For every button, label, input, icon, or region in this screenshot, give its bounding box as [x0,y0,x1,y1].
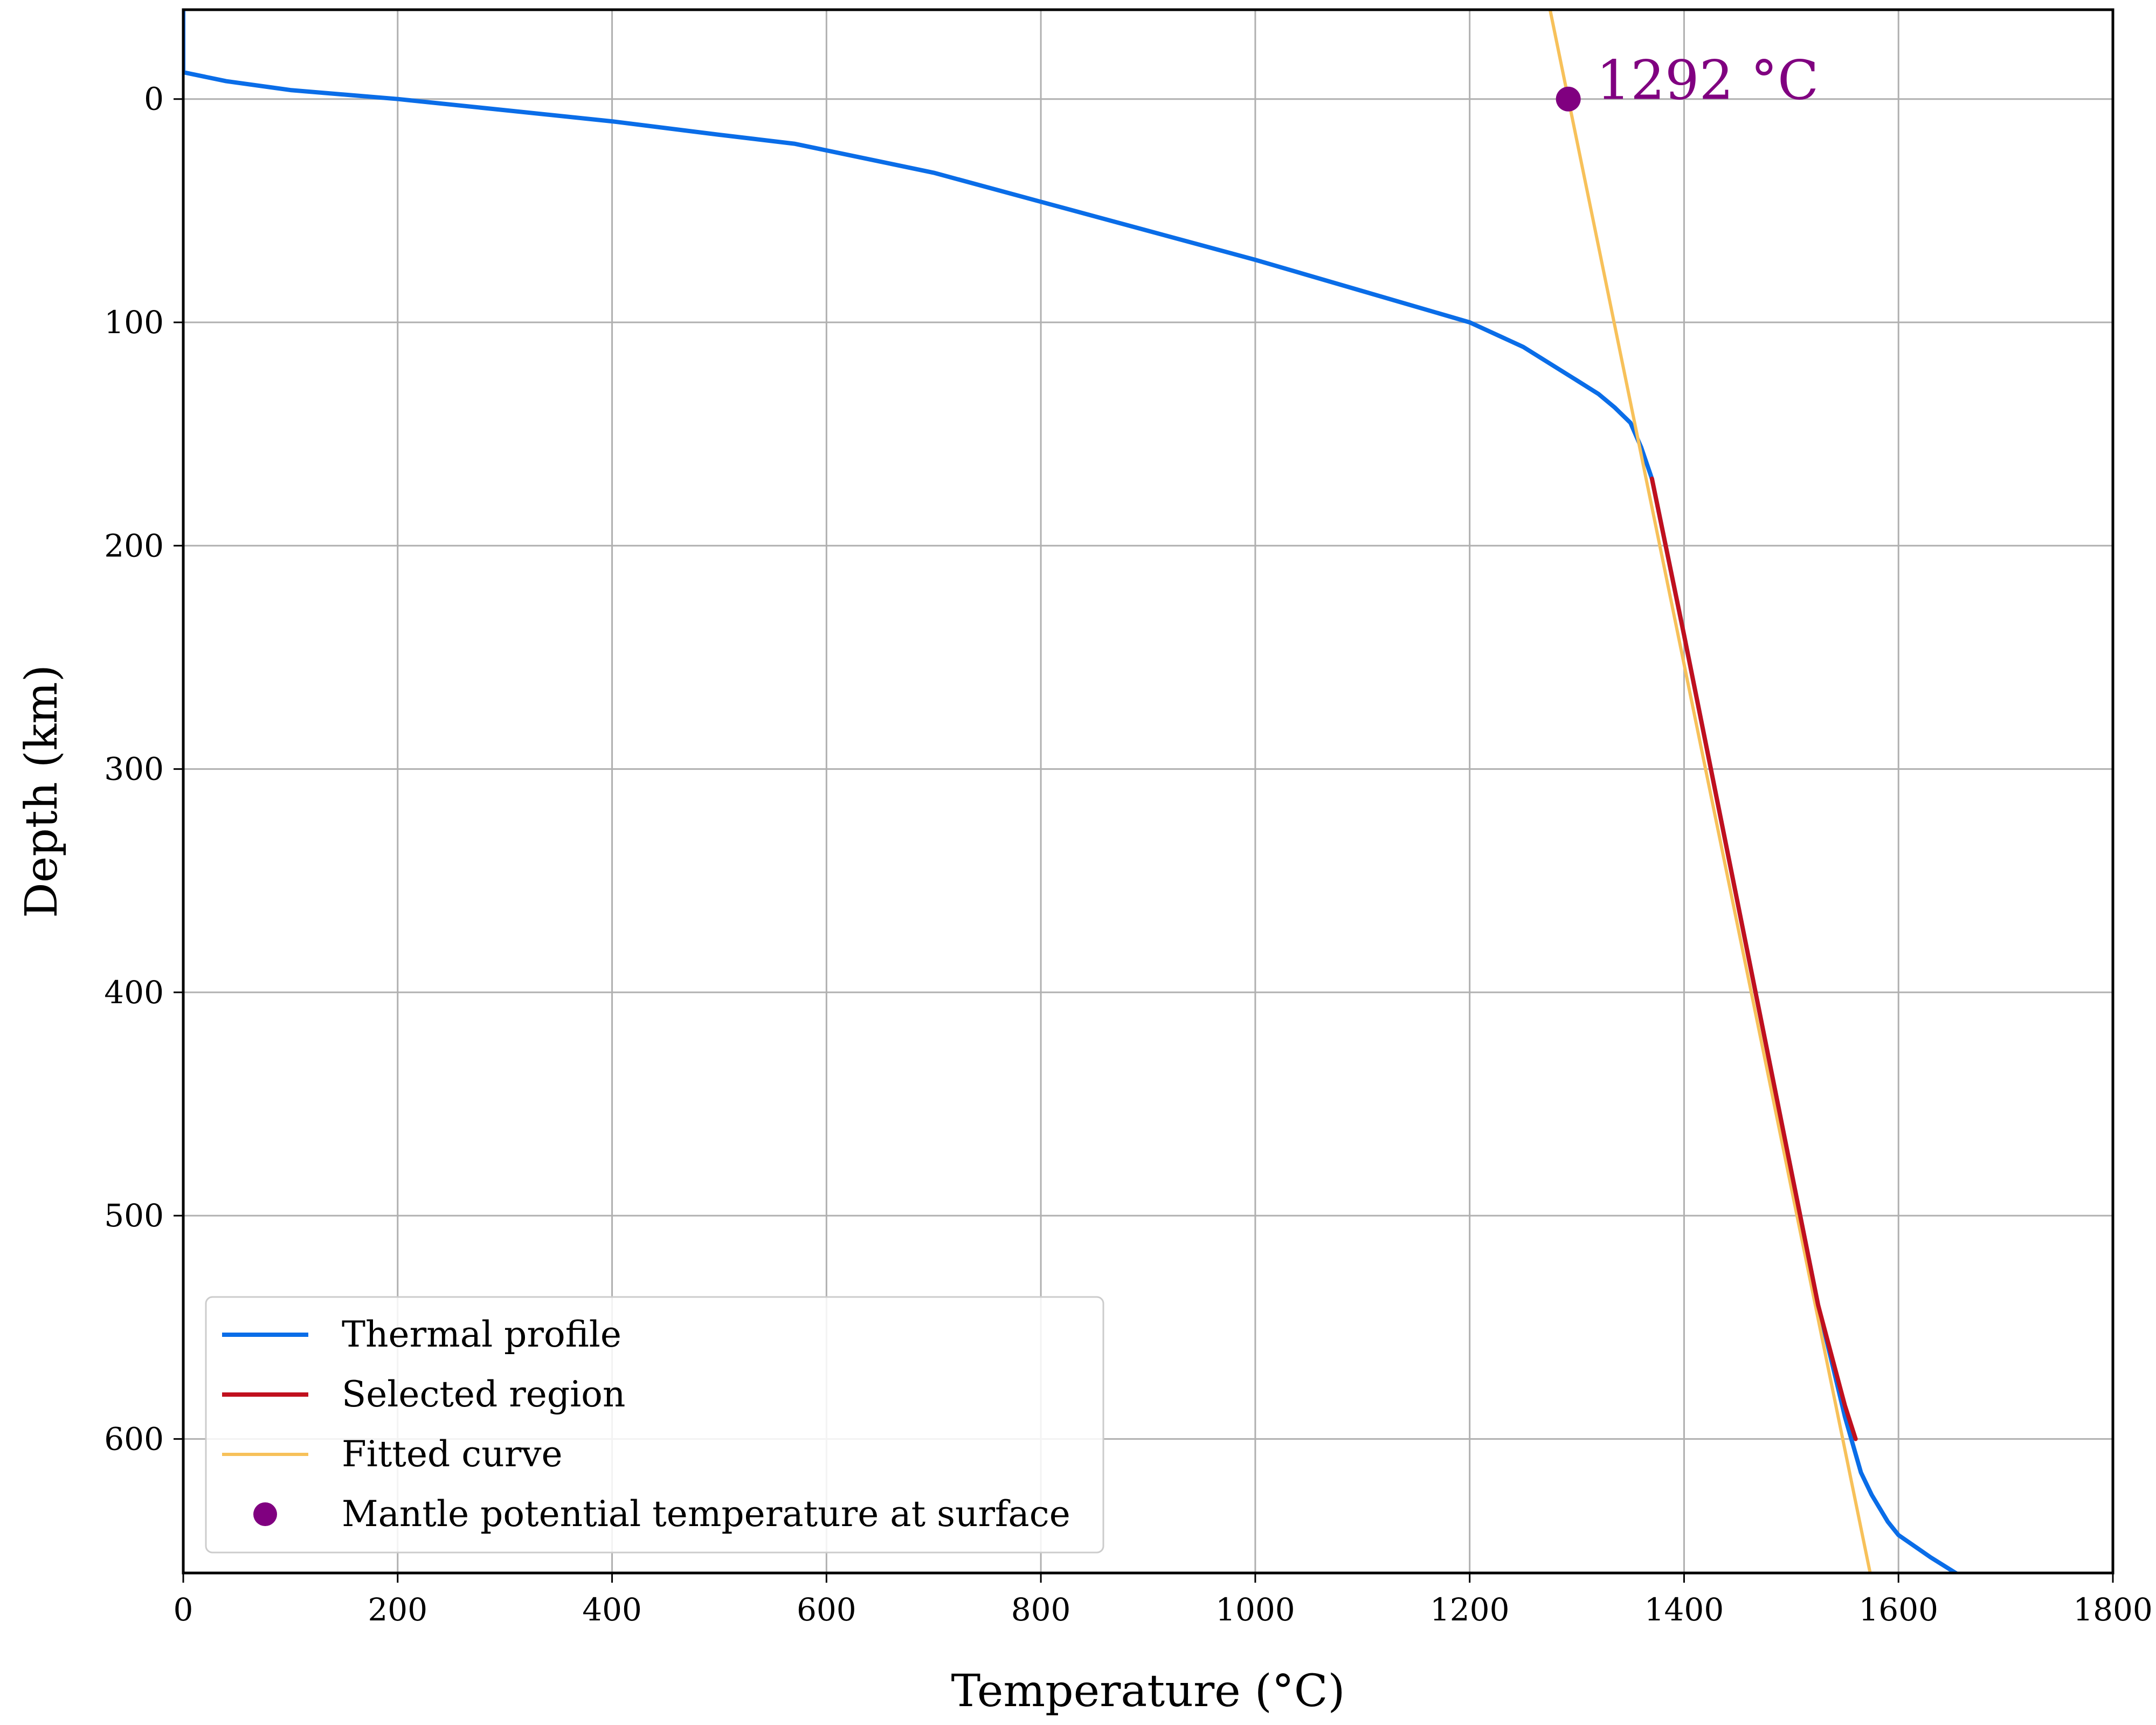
x-tick-label: 1600 [1858,1591,1938,1628]
selected-region-line [1649,477,1858,1441]
legend-box [205,1296,1104,1554]
legend-entry-label: Selected region [342,1374,625,1415]
y-tick-label: 400 [104,974,164,1011]
x-tick-label: 1000 [1215,1591,1295,1628]
y-tick-label: 600 [104,1420,164,1457]
mantle-potential-temperature-point [1556,86,1581,112]
x-tick-label: 600 [797,1591,856,1628]
y-tick-label: 200 [104,527,164,564]
y-tick-label: 0 [144,81,164,118]
x-tick-label: 800 [1011,1591,1071,1628]
series-layer [183,10,1960,1573]
legend-entry-label: Mantle potential temperature at surface [342,1493,1070,1535]
legend-swatch [253,1502,277,1526]
x-tick-label: 1400 [1644,1591,1724,1628]
x-tick-label: 400 [582,1591,642,1628]
axis-ticks: 0 200 400 600 800 1000 1200 1400 1600 1800 0 100 200… [104,81,2153,1628]
fitted-curve-line [1548,10,1872,1573]
y-tick-label: 500 [104,1197,164,1234]
thermal-profile-line [183,10,1960,1573]
point-annotation: 1292 °C [1597,49,1819,112]
x-tick-label: 200 [368,1591,427,1628]
x-tick-label: 1800 [2073,1591,2153,1628]
plot-frame [182,8,2114,1575]
legend-entry-label: Thermal profile [342,1314,621,1355]
y-tick-label: 100 [104,304,164,341]
legend-entry-label: Fitted curve [342,1433,563,1475]
points-layer: 1292 °C [1556,49,1819,112]
legend: Thermal profile Selected region Fitted cur… [205,1296,1104,1554]
y-axis-label: Depth (km) [16,665,67,918]
x-tick-label: 0 [174,1591,194,1628]
y-tick-label: 300 [104,751,164,788]
x-tick-label: 1200 [1430,1591,1510,1628]
x-axis-label: Temperature (°C) [951,1666,1345,1717]
